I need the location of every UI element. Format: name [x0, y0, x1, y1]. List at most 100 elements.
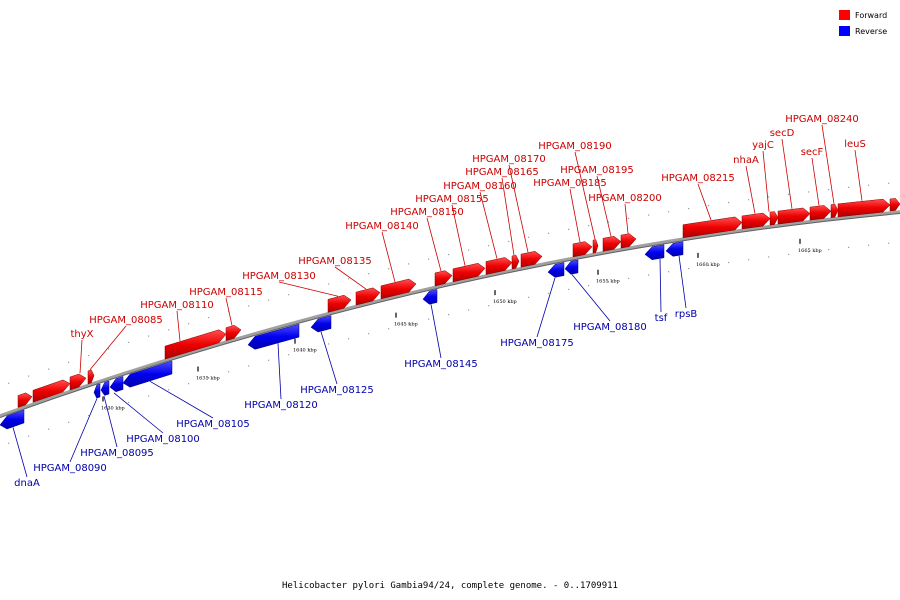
- dotted-guides: [8, 182, 890, 444]
- forward-gene-arrow[interactable]: [809, 205, 832, 221]
- reverse-gene-arrow[interactable]: [644, 244, 665, 261]
- scale-tick-label: 1655 kbp: [596, 279, 620, 285]
- forward-gene-leader: [811, 157, 820, 206]
- forward-gene-leader: [697, 183, 712, 221]
- forward-gene-arrow[interactable]: [225, 325, 242, 342]
- forward-gene-leader: [225, 297, 233, 326]
- reverse-gene[interactable]: HPGAM_08145: [404, 289, 478, 370]
- forward-gene[interactable]: HPGAM_08160: [443, 181, 517, 275]
- forward-gene[interactable]: HPGAM_08185: [533, 178, 607, 258]
- forward-gene-label: HPGAM_08215: [661, 173, 735, 184]
- reverse-gene-leader: [678, 255, 687, 309]
- genome-backbone-edge: [0, 213, 900, 418]
- forward-gene-arrow[interactable]: [69, 373, 87, 391]
- forward-gene[interactable]: HPGAM_08215: [661, 173, 743, 239]
- reverse-gene-arrow[interactable]: [310, 315, 332, 333]
- legend: Forward Reverse: [839, 10, 887, 36]
- reverse-gene-label: rpsB: [675, 309, 698, 320]
- forward-gene-label: HPGAM_08160: [443, 181, 517, 192]
- forward-gene[interactable]: HPGAM_08110: [140, 300, 227, 360]
- reverse-genes: dnaA HPGAM_08090 HPGAM_08095 HPGAM_08100 HPG…: [0, 241, 698, 489]
- forward-gene[interactable]: HPGAM_08240: [785, 114, 859, 218]
- reverse-gene-arrow[interactable]: [665, 241, 684, 257]
- forward-gene-label: HPGAM_08115: [189, 287, 263, 298]
- reverse-gene-arrow[interactable]: [547, 262, 565, 278]
- forward-gene[interactable]: HPGAM_08140: [345, 221, 419, 300]
- forward-gene-label: HPGAM_08190: [538, 141, 612, 152]
- reverse-gene-label: dnaA: [14, 478, 40, 489]
- forward-gene-label: HPGAM_08150: [390, 207, 464, 218]
- forward-gene-leader: [89, 325, 127, 371]
- scale-tick-label: 1640 kbp: [293, 348, 317, 354]
- forward-gene[interactable]: HPGAM_08115: [189, 287, 263, 342]
- forward-gene-arrow[interactable]: [830, 203, 839, 218]
- forward-gene-arrow[interactable]: [682, 216, 743, 239]
- reverse-gene-arrow[interactable]: [247, 323, 300, 350]
- reverse-gene-arrow[interactable]: [422, 289, 438, 305]
- reverse-gene[interactable]: HPGAM_08090: [33, 383, 107, 474]
- forward-gene[interactable]: nhaA: [733, 155, 771, 230]
- forward-gene[interactable]: secF: [801, 147, 832, 221]
- reverse-gene[interactable]: HPGAM_08175: [500, 262, 574, 349]
- forward-gene-arrow[interactable]: [520, 251, 543, 268]
- legend-forward-swatch: [839, 10, 850, 20]
- forward-gene-arrow[interactable]: [769, 211, 779, 226]
- forward-gene-arrow[interactable]: [620, 233, 637, 249]
- forward-gene[interactable]: HPGAM_08155: [415, 194, 489, 283]
- forward-gene[interactable]: HPGAM_08085: [87, 315, 163, 385]
- forward-gene-arrow[interactable]: [355, 287, 381, 306]
- forward-gene[interactable]: yajC: [752, 140, 779, 226]
- forward-gene-arrow[interactable]: [572, 241, 593, 258]
- reverse-gene[interactable]: HPGAM_08105: [122, 360, 250, 430]
- reverse-gene[interactable]: HPGAM_08120: [244, 323, 318, 411]
- genome-backbone: [0, 210, 900, 418]
- forward-gene[interactable]: HPGAM_08165: [465, 167, 539, 270]
- forward-gene-arrow[interactable]: [602, 236, 622, 252]
- scale-tick-label: 1650 kbp: [493, 299, 517, 305]
- forward-gene-arrow[interactable]: [452, 263, 486, 283]
- forward-gene-arrow[interactable]: [741, 212, 771, 230]
- forward-gene-arrow[interactable]: [87, 369, 95, 385]
- reverse-gene[interactable]: rpsB: [665, 241, 698, 320]
- forward-gene[interactable]: HPGAM_08170: [472, 154, 546, 268]
- forward-gene-leader: [278, 281, 339, 297]
- forward-gene-arrow[interactable]: [592, 239, 599, 254]
- reverse-gene-arrow[interactable]: [564, 259, 579, 275]
- forward-gene-leader: [451, 204, 466, 266]
- reverse-gene[interactable]: tsf: [644, 244, 668, 324]
- forward-gene-arrow[interactable]: [511, 254, 520, 270]
- forward-gene[interactable]: HPGAM_08200: [588, 193, 662, 249]
- scale-tick-label: 1630 kbp: [101, 405, 125, 411]
- forward-gene[interactable]: HPGAM_08190: [538, 141, 612, 254]
- forward-gene[interactable]: HPGAM_08135: [298, 256, 381, 306]
- forward-gene[interactable]: HPGAM_08150: [390, 207, 464, 287]
- forward-gene-arrow[interactable]: [327, 294, 352, 313]
- reverse-gene[interactable]: HPGAM_08095: [80, 380, 154, 459]
- reverse-gene-label: HPGAM_08100: [126, 434, 200, 445]
- forward-gene[interactable]: secD: [770, 128, 811, 225]
- reverse-gene[interactable]: HPGAM_08100: [109, 376, 200, 445]
- reverse-gene-arrow[interactable]: [100, 380, 110, 396]
- reverse-gene[interactable]: dnaA: [0, 409, 40, 489]
- forward-gene[interactable]: HPGAM_08130: [242, 271, 352, 313]
- forward-gene[interactable]: HPGAM_08195: [560, 165, 634, 252]
- reverse-gene[interactable]: HPGAM_08180: [564, 259, 647, 333]
- forward-gene-arrow[interactable]: [485, 257, 513, 275]
- forward-gene-leader: [745, 165, 756, 214]
- reverse-gene-arrow[interactable]: [93, 383, 101, 399]
- forward-gene-arrow[interactable]: [434, 270, 453, 287]
- reverse-gene[interactable]: HPGAM_08125: [300, 315, 374, 396]
- forward-gene-label: HPGAM_08140: [345, 221, 419, 232]
- forward-gene-arrow[interactable]: [164, 329, 227, 360]
- reverse-gene-arrow[interactable]: [122, 360, 173, 388]
- reverse-gene-arrow[interactable]: [0, 409, 25, 430]
- forward-gene-arrow[interactable]: [380, 278, 417, 300]
- forward-gene-arrow[interactable]: [777, 207, 811, 225]
- scale-ticks: 1630 kbp 1635 kbp 1640 kbp 1645 kbp 1650 kbp…: [101, 238, 822, 411]
- forward-gene[interactable]: thyX: [69, 329, 94, 391]
- forward-gene[interactable]: leuS: [837, 139, 891, 218]
- forward-gene-arrow[interactable]: [837, 198, 891, 218]
- reverse-gene-leader: [69, 398, 98, 463]
- legend-reverse-label: Reverse: [855, 27, 887, 36]
